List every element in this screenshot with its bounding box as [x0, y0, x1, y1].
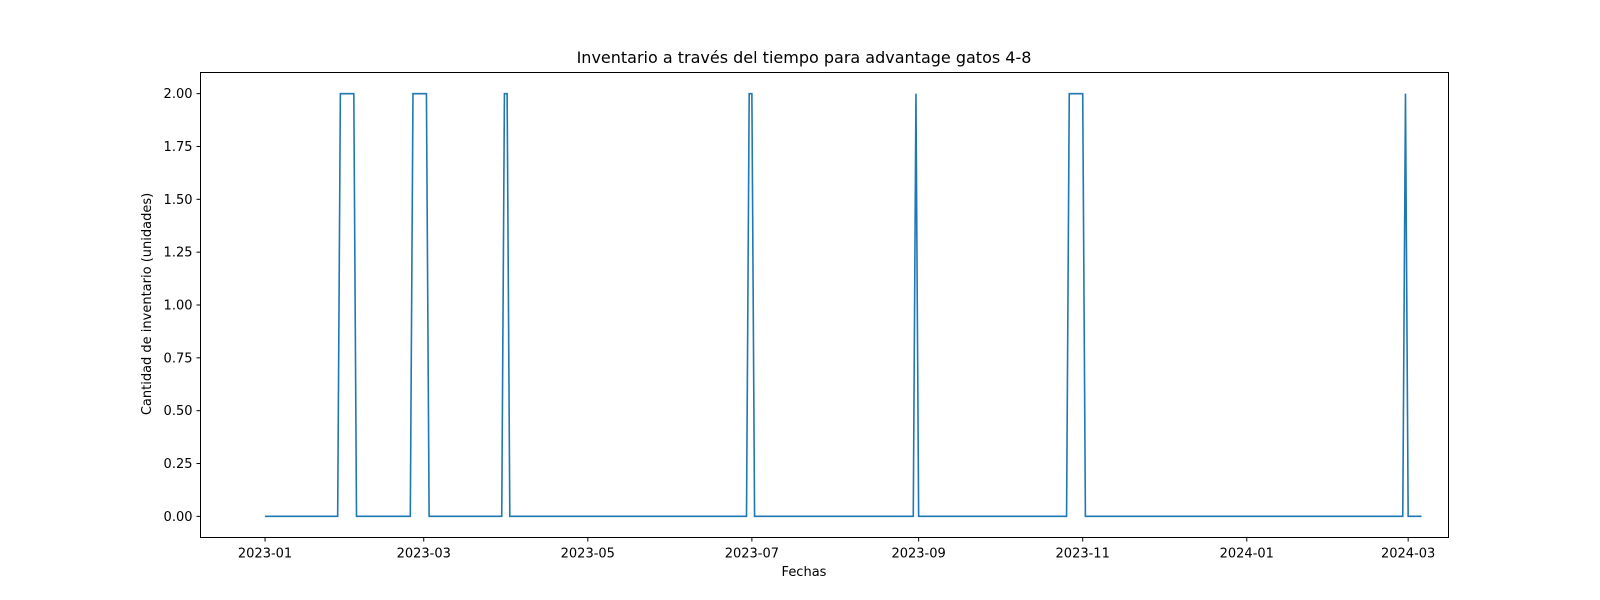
y-tick-label: 1.75 — [164, 140, 193, 155]
plot-frame — [200, 72, 1449, 538]
y-tick-label: 0.50 — [164, 404, 193, 419]
y-axis-label: Cantidad de inventario (unidades) — [140, 193, 155, 415]
y-tick-label: 1.50 — [164, 193, 193, 208]
x-axis-label: Fechas — [782, 565, 827, 580]
x-tick-label: 2024-03 — [1381, 547, 1435, 562]
series-line-0 — [265, 92, 1422, 518]
y-tick-label: 0.00 — [164, 510, 193, 525]
y-tick-label: 1.25 — [164, 246, 193, 261]
y-axis: 0.00 0.25 0.50 0.75 1.00 1.25 1.50 1.75 2.00 — [164, 87, 201, 525]
y-tick-label: 0.25 — [164, 457, 193, 472]
x-tick-label: 2024-01 — [1220, 547, 1274, 562]
chart-title: Inventario a través del tiempo para adva… — [577, 48, 1032, 67]
x-axis: 2023-01 2023-03 2023-05 2023-07 2023-09 2023-… — [238, 537, 1435, 562]
x-tick-label: 2023-01 — [238, 547, 292, 562]
y-tick-label: 1.00 — [164, 299, 193, 314]
x-tick-label: 2023-05 — [561, 547, 615, 562]
x-tick-label: 2023-07 — [725, 547, 779, 562]
x-tick-label: 2023-11 — [1056, 547, 1110, 562]
y-tick-label: 2.00 — [164, 87, 193, 102]
y-tick-label: 0.75 — [164, 351, 193, 366]
x-tick-label: 2023-03 — [397, 547, 451, 562]
plot-area — [265, 92, 1422, 518]
x-tick-label: 2023-09 — [891, 547, 945, 562]
